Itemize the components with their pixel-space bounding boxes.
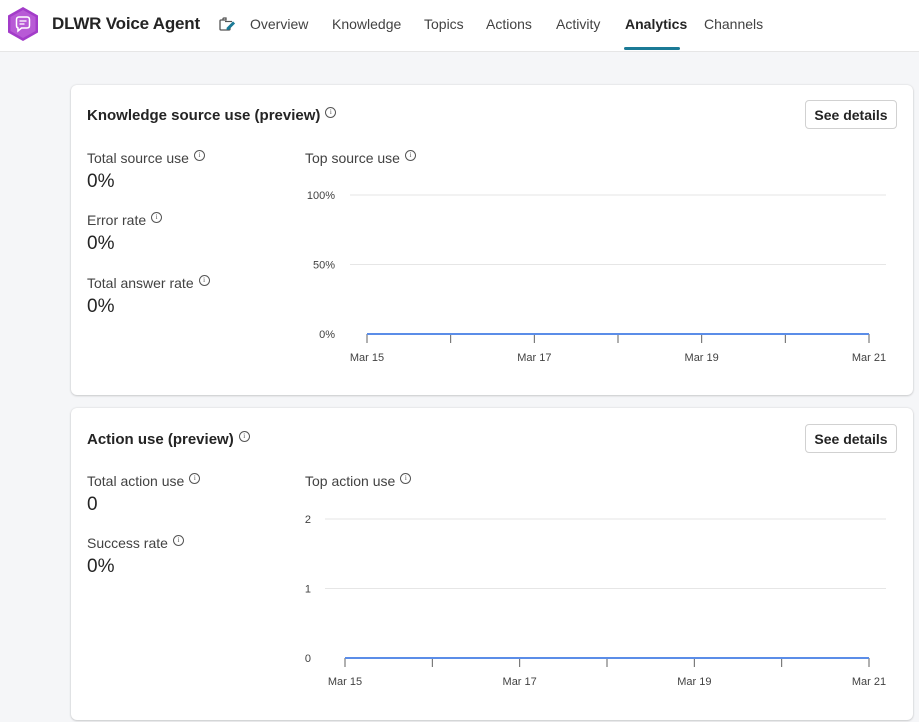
metric-label-error-rate: Error rate i: [87, 212, 163, 228]
x-tick-label: Mar 15: [350, 352, 384, 364]
card-title-action: Action use (preview) i: [87, 431, 250, 448]
y-tick-label: 50%: [313, 260, 335, 272]
metric-label-total-source-use: Total source use i: [87, 150, 205, 166]
metric-label-text: Error rate: [87, 212, 147, 228]
info-icon[interactable]: i: [189, 473, 201, 484]
tab-overview[interactable]: Overview: [250, 16, 309, 32]
metric-value-total-action-use: 0: [87, 494, 98, 515]
info-icon[interactable]: i: [198, 275, 210, 286]
info-icon[interactable]: i: [172, 535, 184, 546]
top-action-use-chart: 0 1 2 Mar 15 Mar 17 Mar 19 Mar 21: [305, 514, 886, 688]
metric-value-error-rate: 0%: [87, 233, 115, 254]
edit-agent-icon[interactable]: [216, 14, 236, 34]
top-source-use-chart: 0% 50% 100% Mar 15 Mar 17 Mar 19 Mar 21: [307, 190, 886, 364]
tab-topics[interactable]: Topics: [424, 16, 464, 32]
chart-title-text: Top source use: [305, 150, 400, 166]
info-icon[interactable]: i: [404, 150, 416, 161]
action-use-card: Action use (preview) i See details Total …: [71, 408, 913, 720]
card-title-text: Knowledge source use (preview): [87, 107, 321, 124]
x-tick-label: Mar 21: [852, 676, 886, 688]
metric-label-total-action-use: Total action use i: [87, 473, 201, 489]
metric-label-text: Total source use: [87, 150, 189, 166]
app-title: DLWR Voice Agent: [52, 14, 200, 33]
metric-label-text: Success rate: [87, 535, 168, 551]
y-tick-label: 1: [305, 584, 311, 596]
info-icon[interactable]: i: [325, 107, 337, 118]
x-tick-label: Mar 19: [677, 676, 711, 688]
tab-analytics[interactable]: Analytics: [625, 16, 688, 32]
metric-label-text: Total answer rate: [87, 275, 194, 291]
metric-label-text: Total action use: [87, 473, 185, 489]
metric-label-total-answer-rate: Total answer rate i: [87, 275, 210, 291]
active-tab-indicator: [624, 47, 680, 50]
tab-channels[interactable]: Channels: [704, 16, 764, 32]
knowledge-source-card: Knowledge source use (preview) i See deta…: [71, 85, 913, 395]
tab-knowledge[interactable]: Knowledge: [332, 16, 402, 32]
see-details-action-button[interactable]: See details: [805, 424, 897, 453]
info-icon[interactable]: i: [238, 431, 250, 442]
y-tick-label: 0: [305, 653, 311, 665]
x-tick-label: Mar 17: [517, 352, 551, 364]
card-title-text: Action use (preview): [87, 431, 234, 448]
tab-activity[interactable]: Activity: [556, 16, 601, 32]
see-details-knowledge-button[interactable]: See details: [805, 100, 897, 129]
metric-value-success-rate: 0%: [87, 556, 115, 577]
chart-title-top-action-use: Top action use i: [305, 473, 412, 489]
y-tick-label: 2: [305, 514, 311, 526]
top-bar: DLWR Voice Agent Overview Knowledge Topi…: [0, 0, 919, 52]
y-tick-label: 100%: [307, 190, 335, 202]
info-icon[interactable]: i: [193, 150, 205, 161]
metric-label-success-rate: Success rate i: [87, 535, 184, 551]
agent-logo-icon[interactable]: [5, 6, 41, 42]
card-title-knowledge: Knowledge source use (preview) i: [87, 107, 337, 124]
chart-title-text: Top action use: [305, 473, 396, 489]
tab-actions[interactable]: Actions: [486, 16, 532, 32]
y-tick-label: 0%: [319, 329, 335, 341]
chart-title-top-source-use: Top source use i: [305, 150, 416, 166]
metric-value-total-source-use: 0%: [87, 171, 115, 192]
x-tick-label: Mar 21: [852, 352, 886, 364]
x-tick-label: Mar 19: [685, 352, 719, 364]
info-icon[interactable]: i: [400, 473, 412, 484]
x-tick-label: Mar 15: [328, 676, 362, 688]
x-tick-label: Mar 17: [503, 676, 537, 688]
metric-value-total-answer-rate: 0%: [87, 296, 115, 317]
info-icon[interactable]: i: [151, 212, 163, 223]
